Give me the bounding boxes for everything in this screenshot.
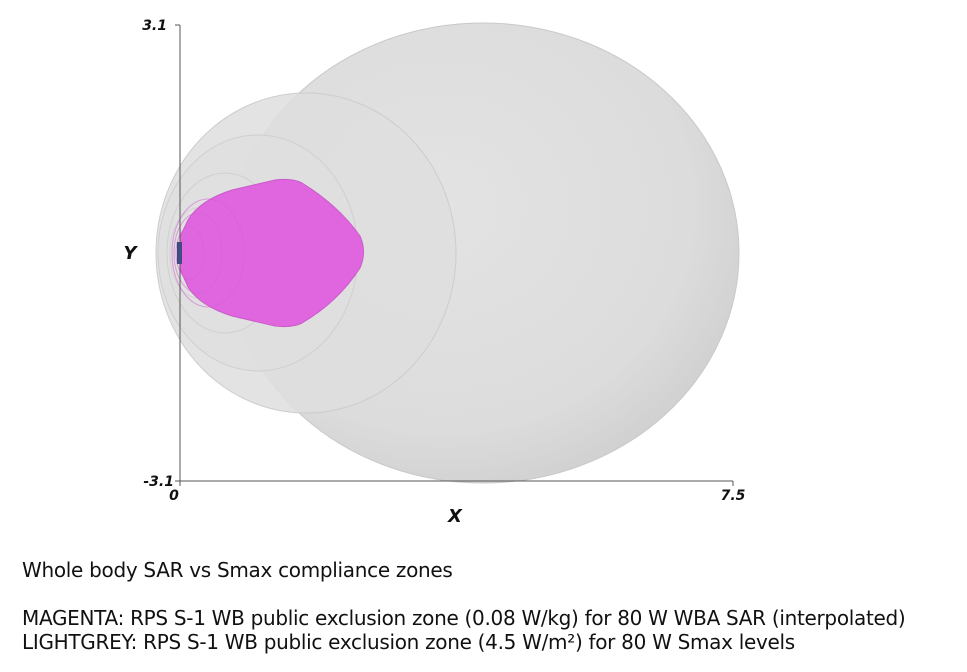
x-min-tick-label: 0 [169, 488, 179, 504]
legend-lightgrey-line: LIGHTGREY: RPS S-1 WB public exclusion z… [22, 630, 795, 654]
y-axis-label: Y [123, 243, 138, 264]
y-min-tick-label: -3.1 [143, 474, 174, 490]
x-axis-label: X [447, 506, 463, 527]
figure-title: Whole body SAR vs Smax compliance zones [22, 558, 453, 582]
compliance-zone-plot: 3.1 -3.1 0 7.5 Y X [123, 18, 746, 527]
y-max-tick-label: 3.1 [142, 18, 167, 34]
sar-zone-shading [171, 198, 245, 308]
legend-magenta-line: MAGENTA: RPS S-1 WB public exclusion zon… [22, 606, 906, 630]
sar-exclusion-zone [179, 178, 364, 328]
x-max-tick-label: 7.5 [721, 488, 746, 504]
axes [175, 24, 734, 486]
